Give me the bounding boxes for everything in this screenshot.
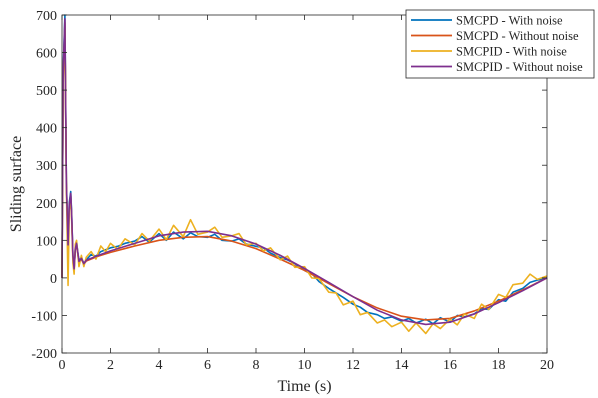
x-tick-label: 14 (395, 358, 409, 373)
x-tick-label: 10 (298, 358, 312, 373)
y-tick-label: 0 (50, 272, 57, 287)
x-tick-label: 20 (540, 358, 554, 373)
x-tick-label: 6 (204, 358, 211, 373)
x-tick-label: 18 (492, 358, 506, 373)
legend-label-3: SMCPID - With noise (456, 45, 567, 59)
x-tick-label: 16 (443, 358, 457, 373)
x-tick-label: 4 (156, 358, 163, 373)
legend-label-4: SMCPID - Without noise (456, 60, 583, 74)
x-tick-label: 8 (253, 358, 260, 373)
y-tick-label: 500 (36, 84, 57, 99)
series-line-4 (61, 17, 548, 326)
y-tick-label: 700 (36, 9, 57, 24)
x-axis-label: Time (s) (277, 378, 331, 395)
y-tick-label: 100 (36, 234, 57, 249)
y-tick-label: 400 (36, 122, 57, 137)
x-tick-label: 12 (346, 358, 360, 373)
legend-label-1: SMCPD - With noise (456, 14, 563, 28)
y-tick-label: -200 (31, 347, 57, 362)
y-tick-label: 200 (36, 197, 57, 212)
y-axis-label: Sliding surface (8, 136, 25, 232)
y-tick-label: 300 (36, 159, 57, 174)
series-layer (61, 14, 548, 335)
y-tick-label: -100 (31, 309, 57, 324)
legend-label-2: SMCPD - Without noise (456, 29, 579, 43)
axes-layer: 0 2 4 6 8 10 12 14 16 18 20 -200 -100 0 100 200 300 400 50… (31, 9, 554, 373)
x-tick-label: 0 (59, 358, 66, 373)
x-tick-label: 2 (107, 358, 114, 373)
y-tick-label: 600 (36, 47, 57, 62)
